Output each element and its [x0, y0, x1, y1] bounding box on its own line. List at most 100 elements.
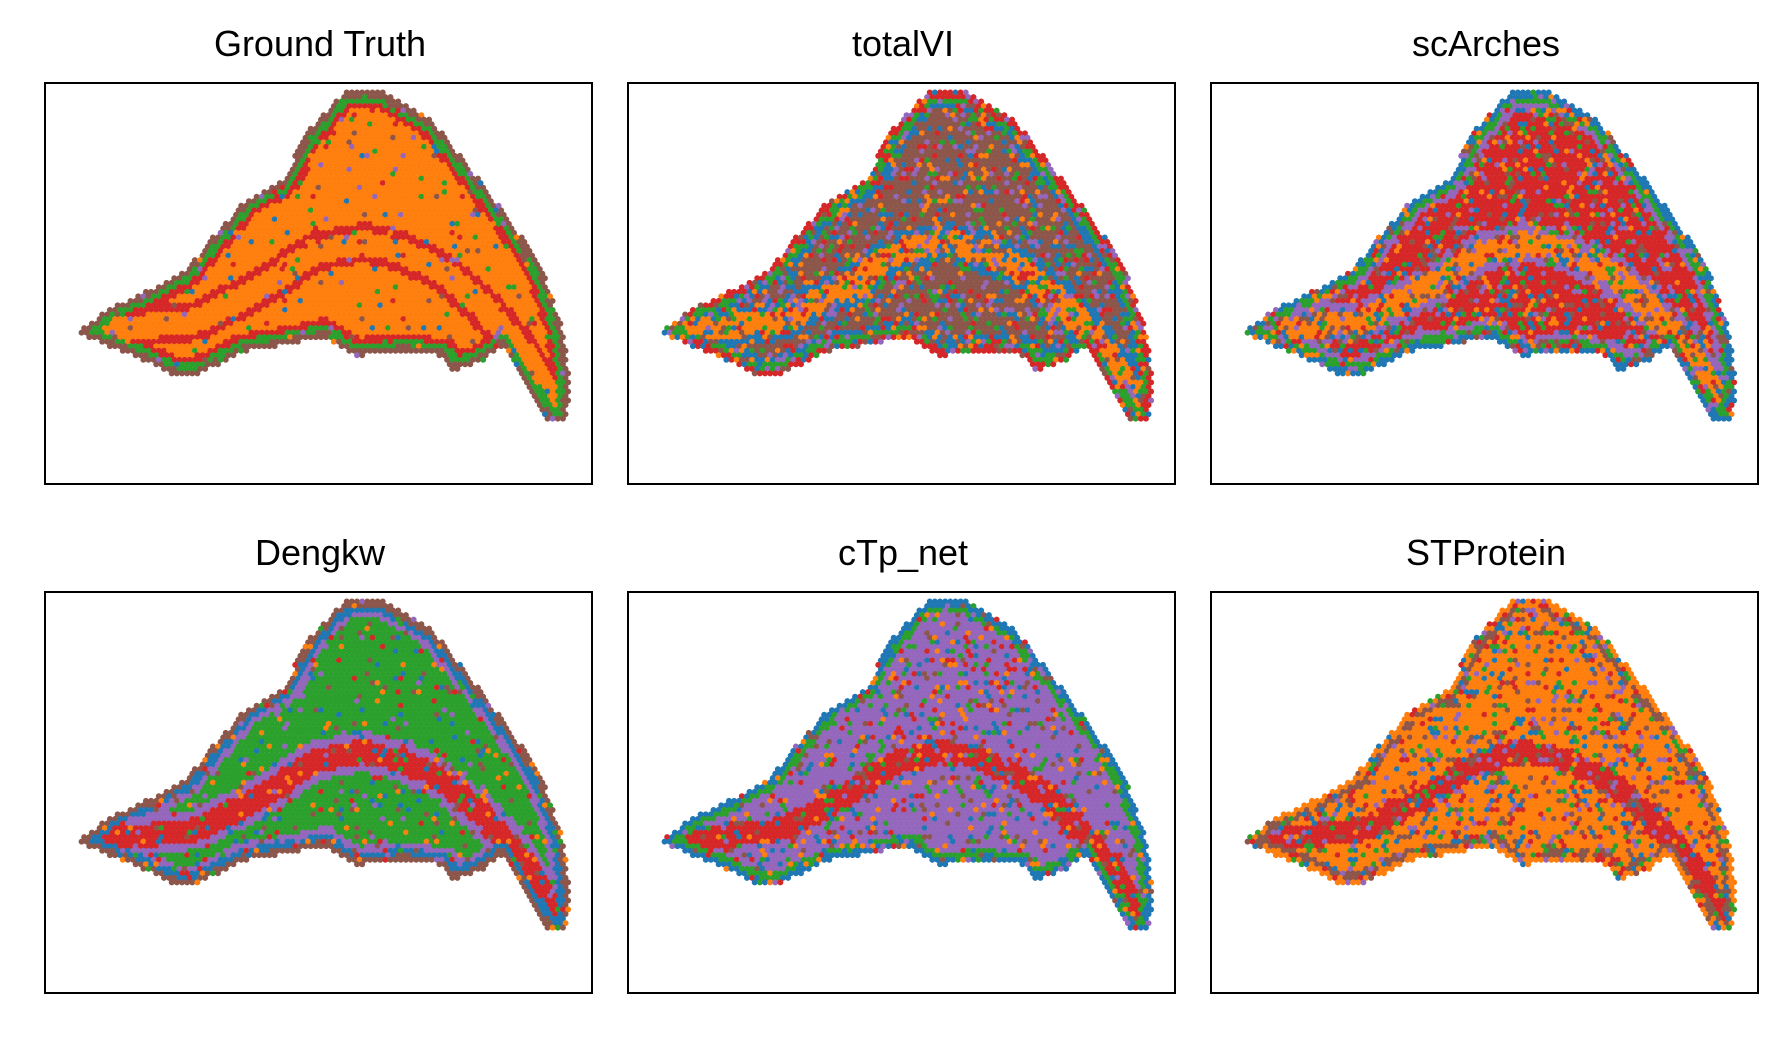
- scatter-point: [541, 284, 548, 291]
- scatter-point: [498, 288, 505, 295]
- scatter-point: [253, 320, 260, 327]
- scatter-point: [854, 189, 861, 196]
- scatter-point: [106, 306, 113, 313]
- scatter-point: [336, 139, 342, 146]
- scatter-point: [947, 234, 954, 241]
- scatter-point: [384, 134, 391, 141]
- scatter-point: [562, 402, 569, 409]
- scatter-point: [487, 306, 494, 313]
- scatter-point: [962, 180, 969, 187]
- scatter-point: [967, 162, 974, 168]
- scatter-point: [343, 288, 350, 295]
- scatter-point: [400, 180, 407, 187]
- scatter-point: [952, 180, 959, 187]
- scatter-point: [931, 107, 938, 114]
- scatter-point: [333, 198, 340, 205]
- scatter-point: [547, 402, 554, 409]
- scatter-point: [207, 266, 214, 273]
- scatter-point: [359, 207, 366, 214]
- scatter-point: [243, 202, 250, 209]
- scatter-point: [251, 334, 258, 341]
- scatter-point: [803, 234, 810, 241]
- scatter-point: [356, 184, 363, 191]
- scatter-point: [880, 252, 887, 259]
- scatter-point: [926, 207, 933, 214]
- scatter-point: [299, 239, 306, 245]
- scatter-point: [1101, 252, 1108, 259]
- scatter-point: [348, 162, 355, 168]
- scatter-point: [310, 157, 317, 164]
- scatter-point: [372, 211, 379, 218]
- scatter-point: [359, 171, 366, 177]
- scatter-point: [346, 293, 353, 300]
- scatter-point: [1040, 171, 1046, 177]
- scatter-point: [302, 134, 309, 141]
- scatter-point: [944, 248, 951, 254]
- scatter-point: [457, 334, 463, 341]
- scatter-point: [955, 202, 962, 209]
- scatter-point: [457, 152, 463, 159]
- scatter-point: [503, 316, 510, 323]
- scatter-point: [970, 157, 977, 164]
- scatter-point: [294, 175, 301, 182]
- scatter-point: [939, 220, 946, 227]
- scatter-point: [271, 225, 278, 232]
- scatter-point: [320, 284, 327, 291]
- scatter-point: [800, 229, 807, 236]
- scatter-point: [294, 211, 301, 218]
- scatter-point: [895, 143, 902, 150]
- scatter-point: [872, 248, 879, 254]
- scatter-point: [867, 211, 874, 218]
- scatter-point: [908, 175, 915, 182]
- scatter-point: [908, 130, 915, 137]
- scatter-point: [464, 311, 471, 318]
- scatter-point: [243, 284, 250, 291]
- scatter-point: [323, 270, 330, 277]
- scatter-point: [390, 171, 397, 177]
- scatter-point: [798, 252, 804, 259]
- scatter-point: [366, 202, 373, 209]
- scatter-point: [444, 284, 451, 291]
- scatter-point: [153, 343, 160, 350]
- scatter-point: [1014, 171, 1021, 177]
- scatter-point: [906, 171, 913, 177]
- scatter-point: [1088, 220, 1095, 227]
- scatter-point: [998, 171, 1005, 177]
- scatter-point: [173, 370, 180, 377]
- scatter-point: [505, 257, 512, 264]
- scatter-point: [400, 207, 407, 214]
- scatter-point: [960, 130, 967, 137]
- scatter-point: [903, 112, 910, 119]
- scatter-point: [926, 225, 933, 232]
- scatter-point: [336, 266, 342, 273]
- scatter-point: [318, 225, 324, 232]
- scatter-point: [328, 107, 335, 114]
- scatter-point: [346, 103, 353, 110]
- scatter-point: [284, 184, 291, 191]
- scatter-point: [310, 175, 317, 182]
- scatter-point: [962, 107, 969, 114]
- scatter-point: [318, 306, 324, 313]
- scatter-point: [908, 202, 915, 209]
- scatter-point: [446, 306, 453, 313]
- scatter-point: [328, 243, 335, 250]
- scatter-point: [967, 189, 974, 196]
- scatter-point: [1070, 252, 1077, 259]
- scatter-point: [477, 243, 484, 250]
- scatter-point: [333, 207, 340, 214]
- scatter-point: [821, 239, 828, 245]
- scatter-point: [1042, 175, 1049, 182]
- scatter-point: [387, 202, 394, 209]
- scatter-point: [155, 320, 162, 327]
- scatter-point: [227, 257, 234, 264]
- scatter-point: [382, 239, 389, 245]
- scatter-point: [926, 171, 933, 177]
- scatter-point: [220, 343, 227, 350]
- scatter-point: [562, 393, 569, 400]
- scatter-point: [469, 248, 476, 254]
- scatter-point: [862, 184, 869, 191]
- scatter-point: [1009, 225, 1016, 232]
- scatter-point: [248, 293, 255, 300]
- scatter-point: [374, 252, 381, 259]
- scatter-point: [1009, 216, 1016, 223]
